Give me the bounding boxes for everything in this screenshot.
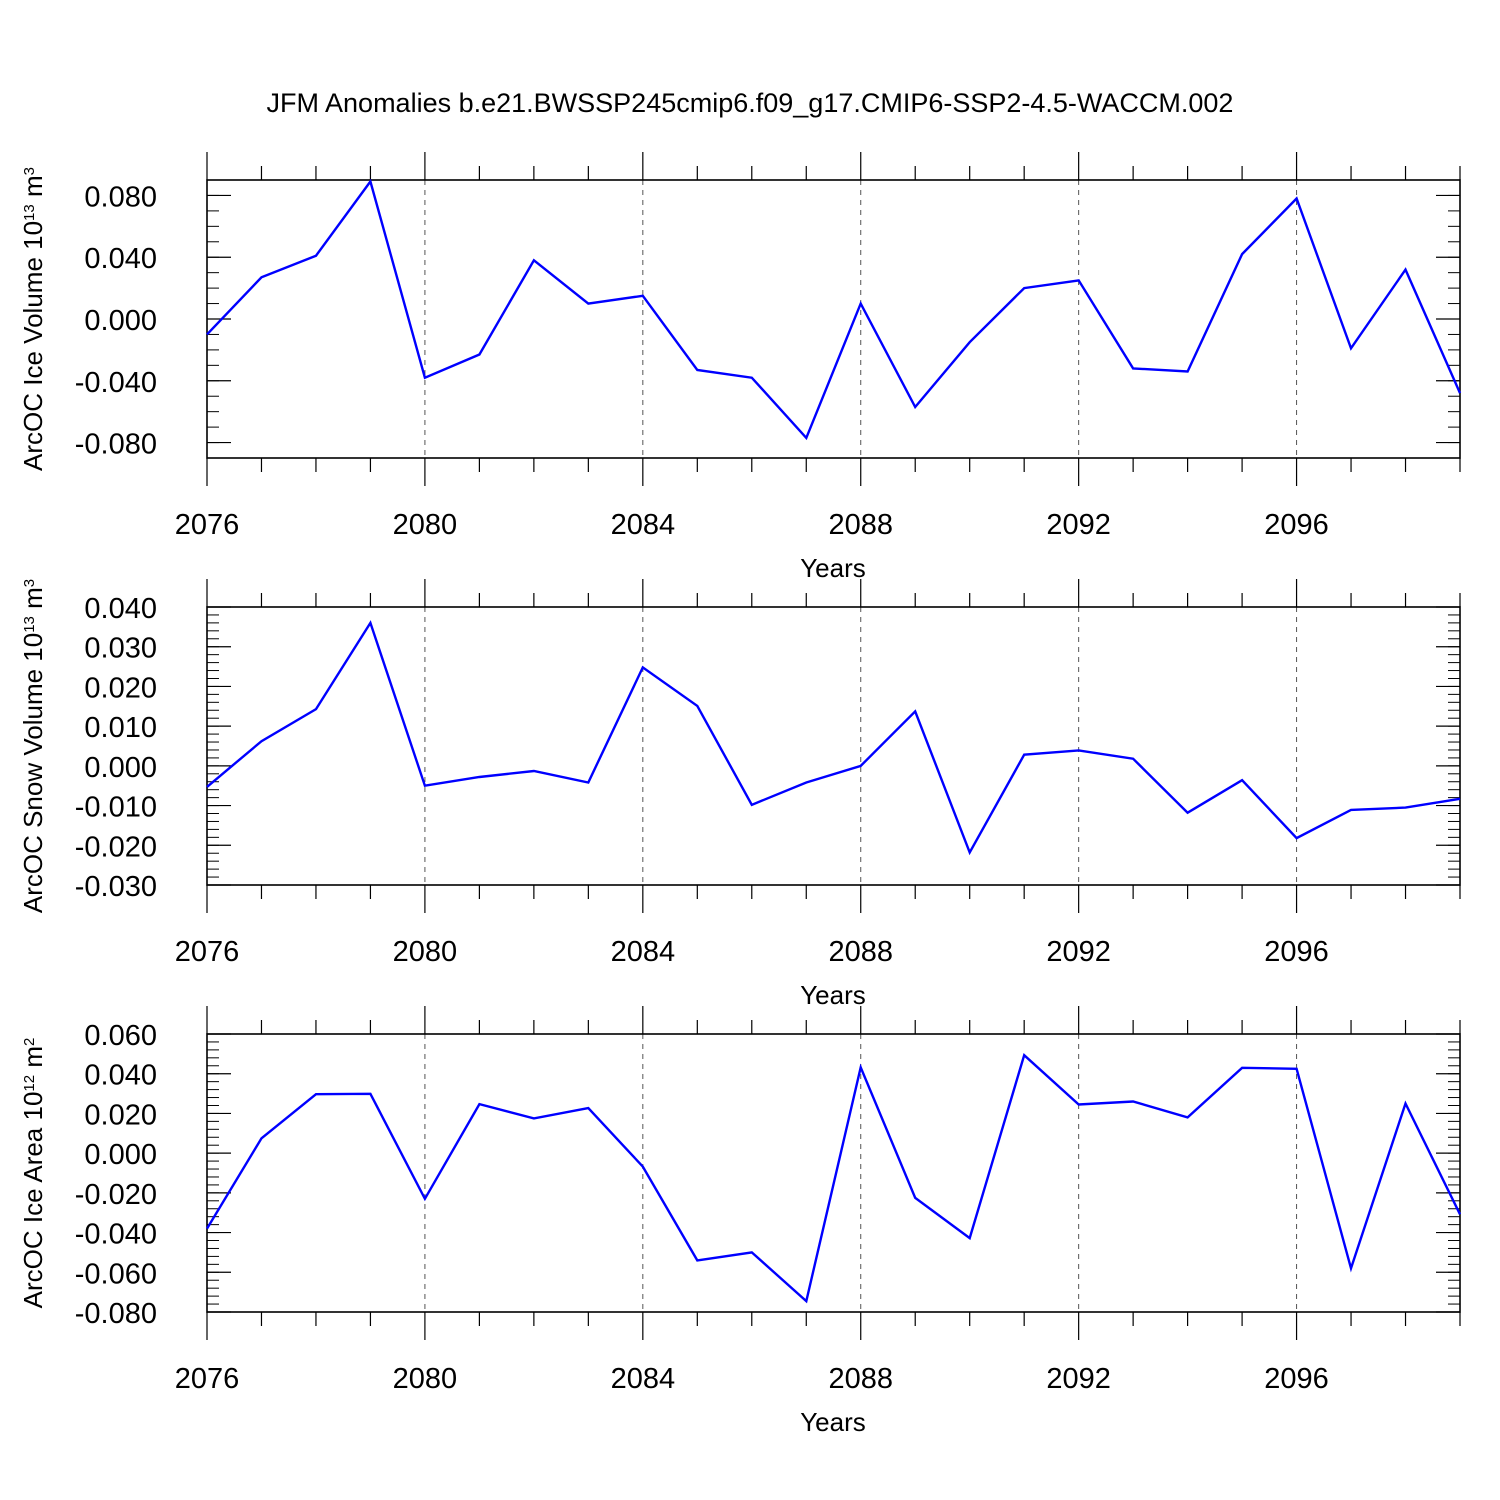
x-tick-label-2084: 2084 <box>611 509 676 541</box>
y-axis-label-text: ArcOC Snow Volume 10 <box>18 633 48 913</box>
y-tick-label: 0.000 <box>84 752 157 784</box>
y-tick-label: 0.060 <box>84 1020 157 1052</box>
figure-title: JFM Anomalies b.e21.BWSSP245cmip6.f09_g1… <box>267 88 1234 118</box>
y-tick-label: -0.060 <box>75 1258 157 1290</box>
x-tick-label-2080: 2080 <box>393 1363 458 1395</box>
y-axis-label-text: ArcOC Ice Volume 10 <box>18 221 48 471</box>
y-tick-label: 0.010 <box>84 712 157 744</box>
x-tick-label-2088: 2088 <box>828 936 893 968</box>
x-tick-label-2084: 2084 <box>611 936 676 968</box>
y-tick-label: 0.080 <box>84 181 157 213</box>
y-tick-label: 0.030 <box>84 633 157 665</box>
x-tick-label-2088: 2088 <box>828 1363 893 1395</box>
y-axis-label: ArcOC Ice Area 1012 m2 <box>18 1038 48 1309</box>
x-tick-label-2092: 2092 <box>1046 1363 1111 1395</box>
x-tick-label-2076: 2076 <box>175 936 240 968</box>
y-tick-label: -0.040 <box>75 367 157 399</box>
y-axis-label-superscript: 3 <box>21 167 38 175</box>
chart-panel-2: 0.040 0.030 0.020 0.010 0.000 -0.010 -0.020 -0.… <box>18 579 1461 1010</box>
x-tick-label-2088: 2088 <box>828 509 893 541</box>
y-tick-label: -0.020 <box>75 831 157 863</box>
chart-panel-1: 0.080 0.040 0.000 -0.040 -0.080 2076 2080 2084 2… <box>18 152 1462 583</box>
x-axis-label: Years <box>800 1407 866 1437</box>
y-axis-label-text: m <box>18 175 48 204</box>
x-tick-label-2080: 2080 <box>393 936 458 968</box>
y-axis-label-text: m <box>18 587 48 616</box>
y-tick-label: 0.040 <box>84 593 157 625</box>
plot-frame <box>206 606 1461 886</box>
y-axis-label-text: ArcOC Ice Area 10 <box>18 1092 48 1309</box>
y-tick-label: 0.040 <box>84 1060 157 1092</box>
series-line-1 <box>206 620 1461 856</box>
y-tick-label: 0.040 <box>84 243 157 275</box>
y-axis-label-superscript: 3 <box>21 579 38 587</box>
y-axis-label-superscript: 13 <box>21 616 38 633</box>
y-tick-label: -0.010 <box>75 792 157 824</box>
x-tick-label-2076: 2076 <box>175 509 240 541</box>
chart-panel-3: 0.060 0.040 0.020 0.000 -0.020 -0.040 -0.060 -0… <box>18 1006 1462 1437</box>
x-tick-label-2096: 2096 <box>1264 936 1329 968</box>
y-axis-label-superscript: 12 <box>21 1075 38 1092</box>
y-axis-label-text: m <box>18 1046 48 1075</box>
x-axis-label: Years <box>800 980 866 1010</box>
plot-frame <box>206 1033 1461 1313</box>
x-tick-label-2096: 2096 <box>1264 509 1329 541</box>
x-tick-label-2080: 2080 <box>393 509 458 541</box>
y-tick-label: 0.000 <box>84 305 157 337</box>
x-tick-label-2076: 2076 <box>175 1363 240 1395</box>
x-tick-label-2092: 2092 <box>1046 509 1111 541</box>
y-axis-label-superscript: 13 <box>21 204 38 221</box>
panels: 0.080 0.040 0.000 -0.040 -0.080 2076 2080 2084 2… <box>18 152 1462 1437</box>
y-tick-label: -0.080 <box>75 429 157 461</box>
y-tick-label: 0.000 <box>84 1139 157 1171</box>
x-axis-label: Years <box>800 553 866 583</box>
series-line-1 <box>205 1053 1462 1304</box>
y-tick-label: -0.020 <box>75 1179 157 1211</box>
y-axis-label: ArcOC Snow Volume 1013 m3 <box>18 579 48 913</box>
y-tick-label: 0.020 <box>84 672 157 704</box>
y-axis-label: ArcOC Ice Volume 1013 m3 <box>18 167 48 471</box>
series-line-1 <box>206 178 1462 441</box>
y-tick-label: 0.020 <box>84 1099 157 1131</box>
x-tick-label-2096: 2096 <box>1264 1363 1329 1395</box>
y-tick-label: -0.030 <box>75 871 157 903</box>
x-tick-label-2092: 2092 <box>1046 936 1111 968</box>
plot-frame <box>206 179 1461 459</box>
y-tick-label: -0.040 <box>75 1219 157 1251</box>
y-axis-label-superscript: 2 <box>21 1038 38 1046</box>
x-tick-label-2084: 2084 <box>611 1363 676 1395</box>
y-tick-label: -0.080 <box>75 1298 157 1330</box>
